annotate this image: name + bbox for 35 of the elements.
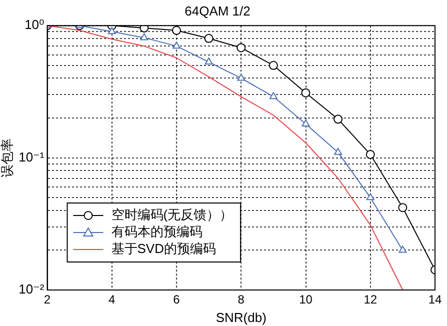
y-axis-title: 误包率	[0, 138, 14, 178]
point	[204, 58, 213, 65]
legend-label: 基于SVD的预编码	[111, 241, 216, 256]
point	[140, 33, 148, 40]
x-tick-label: 12	[364, 292, 378, 307]
point	[301, 88, 310, 98]
point	[334, 148, 342, 155]
x-tick-label: 2	[44, 292, 51, 307]
point	[108, 27, 116, 34]
y-tick-label: 10⁰	[24, 17, 44, 32]
y-tick-label: 10⁻¹	[18, 149, 45, 164]
x-axis-title: SNR(db)	[216, 310, 266, 325]
point	[398, 246, 407, 253]
point	[366, 193, 374, 200]
point	[172, 26, 181, 35]
point	[237, 74, 246, 81]
point	[302, 120, 310, 127]
x-tick-label: 10	[299, 292, 313, 307]
legend-label: 空时编码(无反馈））	[111, 207, 233, 222]
point	[334, 114, 343, 124]
point	[268, 60, 278, 70]
legend-label: 有码本的预编码	[111, 224, 202, 240]
point	[172, 42, 180, 49]
y-tick-label: 10⁻²	[18, 282, 45, 297]
x-tick-label: 4	[108, 292, 116, 307]
point	[236, 43, 246, 52]
x-tick-label: 14	[428, 292, 442, 307]
point	[366, 150, 375, 159]
point	[140, 26, 149, 32]
chart-title: 64QAM 1/2	[184, 3, 250, 18]
x-tick-label: 8	[238, 292, 245, 307]
x-tick-label: 6	[173, 292, 180, 307]
point	[398, 203, 408, 212]
point	[269, 92, 278, 100]
point	[204, 34, 214, 43]
